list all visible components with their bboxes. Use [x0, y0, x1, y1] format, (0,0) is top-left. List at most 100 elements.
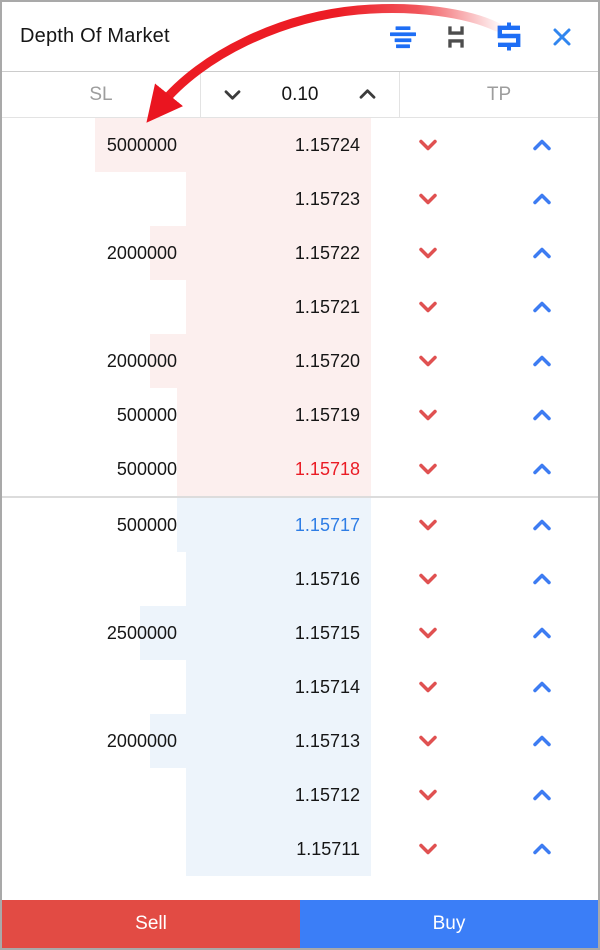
sell-at-price-button[interactable]	[371, 280, 485, 334]
volume-increase-button[interactable]	[358, 88, 377, 101]
buy-at-price-button[interactable]	[485, 498, 598, 552]
buy-at-price-button[interactable]	[485, 118, 598, 172]
tp-button[interactable]: TP	[486, 83, 512, 105]
volume-cell	[2, 172, 186, 226]
price-text: 1.15718	[294, 458, 360, 479]
volume-bar	[140, 606, 186, 660]
sell-at-price-button[interactable]	[371, 172, 485, 226]
volume-cell: 500000	[2, 388, 186, 442]
close-icon[interactable]	[548, 22, 576, 52]
price-text: 1.15716	[294, 568, 360, 589]
dom-row: 2500000 1.15715	[2, 606, 598, 660]
volume-cell	[2, 280, 186, 334]
sell-at-price-button[interactable]	[371, 388, 485, 442]
buy-at-price-button[interactable]	[485, 606, 598, 660]
header-icon-bar	[389, 22, 576, 52]
volume-bar	[177, 442, 186, 496]
price-text: 1.15713	[294, 730, 360, 751]
sell-at-price-button[interactable]	[371, 822, 485, 876]
dom-row: 2000000 1.15722	[2, 226, 598, 280]
volume-value-text: 500000	[116, 514, 177, 535]
price-cell[interactable]: 1.15714	[186, 660, 371, 714]
price-cell[interactable]: 1.15713	[186, 714, 371, 768]
dom-row: 2000000 1.15713	[2, 714, 598, 768]
sell-at-price-button[interactable]	[371, 552, 485, 606]
dom-row: 1.15721	[2, 280, 598, 334]
spread-divider	[2, 496, 598, 498]
price-cell[interactable]: 1.15723	[186, 172, 371, 226]
buy-at-price-button[interactable]	[485, 226, 598, 280]
dollar-price-icon[interactable]	[495, 22, 523, 52]
price-cell[interactable]: 1.15717	[186, 498, 371, 552]
volume-cell: 2500000	[2, 606, 186, 660]
trade-buttons: Sell Buy	[2, 900, 598, 948]
volume-cell	[2, 552, 186, 606]
volume-value[interactable]: 0.10	[281, 83, 319, 105]
page-title: Depth Of Market	[20, 25, 170, 47]
order-controls-row: SL 0.10 TP	[2, 72, 598, 118]
dom-row: 5000000 1.15724	[2, 118, 598, 172]
buy-at-price-button[interactable]	[485, 334, 598, 388]
price-cell[interactable]: 1.15712	[186, 768, 371, 822]
buy-at-price-button[interactable]	[485, 822, 598, 876]
sell-at-price-button[interactable]	[371, 498, 485, 552]
volume-value-text: 2000000	[106, 242, 177, 263]
spread-brackets-icon[interactable]	[442, 22, 470, 52]
buy-button[interactable]: Buy	[300, 900, 598, 948]
buy-at-price-button[interactable]	[485, 768, 598, 822]
volume-value-text: 5000000	[106, 134, 177, 155]
price-text: 1.15724	[294, 134, 360, 155]
price-cell[interactable]: 1.15719	[186, 388, 371, 442]
price-text: 1.15714	[294, 676, 360, 697]
price-text: 1.15721	[294, 296, 360, 317]
price-text: 1.15722	[294, 242, 360, 263]
price-cell[interactable]: 1.15716	[186, 552, 371, 606]
buy-at-price-button[interactable]	[485, 172, 598, 226]
buy-at-price-button[interactable]	[485, 660, 598, 714]
price-text: 1.15723	[294, 188, 360, 209]
sell-button[interactable]: Sell	[2, 900, 300, 948]
sell-at-price-button[interactable]	[371, 660, 485, 714]
sell-at-price-button[interactable]	[371, 714, 485, 768]
volume-value-text: 500000	[116, 404, 177, 425]
price-text: 1.15720	[294, 350, 360, 371]
volume-cell: 2000000	[2, 334, 186, 388]
volume-bar	[150, 334, 186, 388]
sell-at-price-button[interactable]	[371, 226, 485, 280]
sell-at-price-button[interactable]	[371, 118, 485, 172]
dom-row: 500000 1.15717	[2, 498, 598, 552]
dom-row: 1.15723	[2, 172, 598, 226]
sell-at-price-button[interactable]	[371, 334, 485, 388]
volume-cell	[2, 660, 186, 714]
sl-button[interactable]: SL	[89, 83, 113, 105]
price-cell[interactable]: 1.15721	[186, 280, 371, 334]
price-cell[interactable]: 1.15722	[186, 226, 371, 280]
price-cell[interactable]: 1.15724	[186, 118, 371, 172]
volume-bar	[150, 226, 186, 280]
dom-depth-bars-icon[interactable]	[389, 22, 417, 52]
volume-bar	[177, 498, 186, 552]
price-text: 1.15717	[294, 514, 360, 535]
buy-at-price-button[interactable]	[485, 442, 598, 496]
price-cell[interactable]: 1.15711	[186, 822, 371, 876]
volume-value-text: 2500000	[106, 622, 177, 643]
volume-bar	[150, 714, 186, 768]
volume-decrease-button[interactable]	[223, 88, 242, 101]
price-cell[interactable]: 1.15718	[186, 442, 371, 496]
dom-row: 1.15711	[2, 822, 598, 876]
dom-row: 500000 1.15719	[2, 388, 598, 442]
dom-row: 2000000 1.15720	[2, 334, 598, 388]
sell-at-price-button[interactable]	[371, 768, 485, 822]
buy-at-price-button[interactable]	[485, 552, 598, 606]
price-cell[interactable]: 1.15715	[186, 606, 371, 660]
price-text: 1.15715	[294, 622, 360, 643]
volume-value-text: 2000000	[106, 350, 177, 371]
volume-cell: 2000000	[2, 714, 186, 768]
sell-at-price-button[interactable]	[371, 442, 485, 496]
buy-at-price-button[interactable]	[485, 280, 598, 334]
buy-at-price-button[interactable]	[485, 388, 598, 442]
price-cell[interactable]: 1.15720	[186, 334, 371, 388]
buy-at-price-button[interactable]	[485, 714, 598, 768]
sell-at-price-button[interactable]	[371, 606, 485, 660]
